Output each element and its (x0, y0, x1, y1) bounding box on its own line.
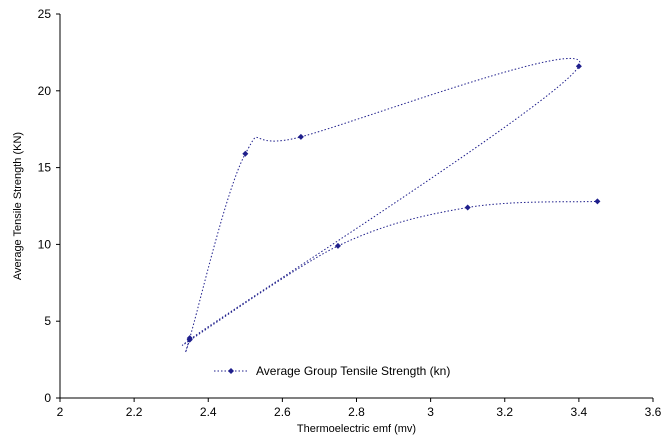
x-tick-label: 3.4 (571, 405, 588, 419)
y-tick-label: 10 (38, 237, 52, 251)
data-point (334, 242, 341, 249)
y-tick-label: 20 (38, 84, 52, 98)
legend-label: Average Group Tensile Strength (kn) (256, 364, 450, 378)
data-point (575, 63, 582, 70)
legend: Average Group Tensile Strength (kn) (214, 364, 450, 378)
y-tick-label: 25 (38, 7, 52, 21)
y-tick-label: 5 (44, 314, 51, 328)
data-point (242, 150, 249, 157)
y-tick-label: 0 (44, 391, 51, 405)
x-tick-label: 2.4 (200, 405, 217, 419)
y-axis-title: Average Tensile Strength (KN) (12, 132, 24, 280)
x-tick-label: 3.2 (496, 405, 513, 419)
x-ticks: 2 2.2 2.4 2.6 2.8 3 3.2 3.4 3.6 (57, 398, 662, 419)
x-tick-label: 2 (57, 405, 64, 419)
data-point (464, 204, 471, 211)
x-tick-label: 2.6 (274, 405, 291, 419)
series-line (181, 57, 598, 353)
series-points (186, 63, 601, 343)
series-lines (181, 57, 598, 353)
x-axis-title: Thermoelectric emf (mv) (297, 423, 416, 435)
data-point (186, 336, 193, 343)
y-tick-label: 15 (38, 161, 52, 175)
x-tick-label: 3 (427, 405, 434, 419)
x-tick-label: 2.2 (126, 405, 143, 419)
x-tick-label: 2.8 (348, 405, 365, 419)
x-tick-label: 3.6 (645, 405, 662, 419)
axes (59, 14, 653, 399)
legend-marker (228, 368, 234, 374)
data-point (297, 133, 304, 140)
y-ticks: 0 5 10 15 20 25 (38, 7, 60, 405)
data-point (594, 198, 601, 205)
